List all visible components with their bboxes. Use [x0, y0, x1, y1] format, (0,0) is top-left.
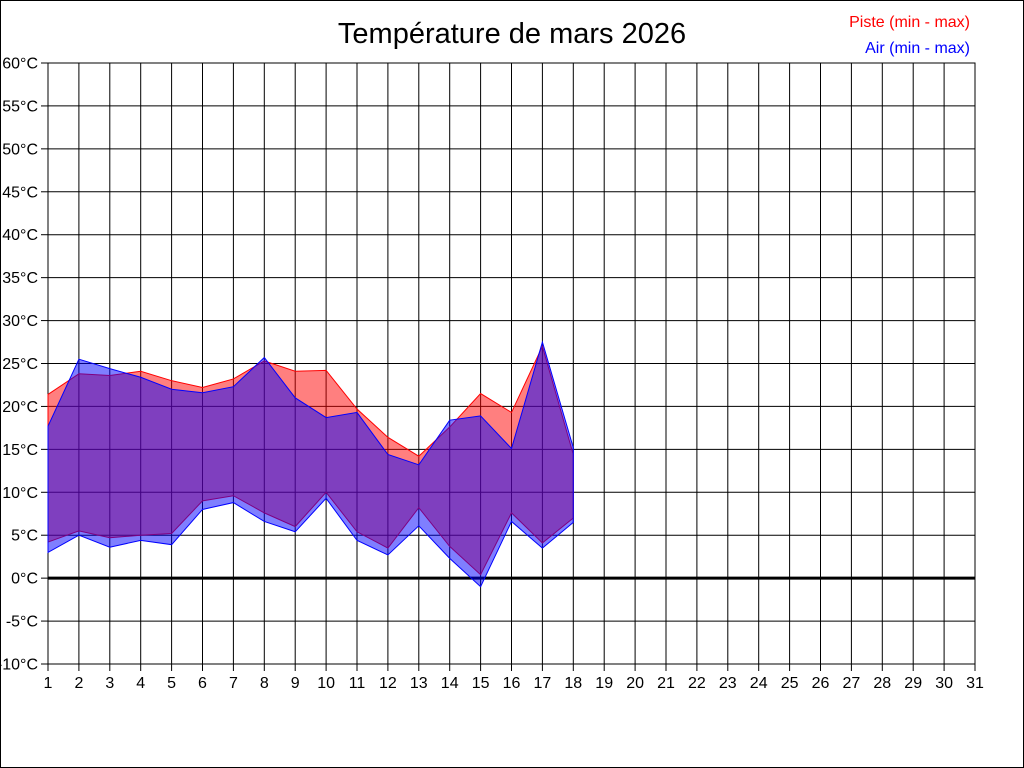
y-tick-label: 50°C	[2, 141, 38, 158]
y-tick-label: 40°C	[2, 227, 38, 244]
x-tick-label: 3	[105, 675, 114, 692]
x-tick-label: 28	[873, 675, 891, 692]
x-tick-label: 23	[719, 675, 737, 692]
x-tick-label: 14	[441, 675, 459, 692]
y-tick-label: 45°C	[2, 184, 38, 201]
x-tick-label: 31	[966, 675, 984, 692]
x-tick-label: 9	[291, 675, 300, 692]
y-tick-label: 20°C	[2, 399, 38, 416]
y-tick-label: 60°C	[2, 56, 38, 73]
x-tick-label: 27	[843, 675, 861, 692]
x-tick-label: 29	[904, 675, 922, 692]
x-tick-label: 24	[750, 675, 768, 692]
x-tick-label: 20	[626, 675, 644, 692]
plot-border	[47, 62, 976, 665]
x-tick-label: 15	[472, 675, 490, 692]
x-tick-label: 7	[229, 675, 238, 692]
air-minmax-band	[47, 340, 574, 588]
y-tick-label: 15°C	[2, 442, 38, 459]
x-tick-label: 18	[564, 675, 582, 692]
y-tick-label: 10°C	[2, 485, 38, 502]
chart-legend: Piste (min - max) Air (min - max)	[849, 10, 970, 62]
x-tick-label: 6	[198, 675, 207, 692]
x-tick-label: 13	[410, 675, 428, 692]
chart-title: Température de mars 2026	[337, 18, 687, 50]
y-tick-label: 55°C	[2, 98, 38, 115]
y-tick-label: 0°C	[11, 571, 38, 588]
x-tick-label: 30	[935, 675, 953, 692]
x-tick-label: 10	[317, 675, 335, 692]
x-tick-label: 16	[503, 675, 521, 692]
x-tick-label: 4	[136, 675, 145, 692]
legend-piste-label: Piste (min - max)	[849, 14, 970, 31]
y-tick-label: 30°C	[2, 313, 38, 330]
x-tick-label: 17	[534, 675, 552, 692]
x-tick-label: 22	[688, 675, 706, 692]
y-tick-label: -5°C	[6, 614, 38, 631]
x-tick-label: 12	[379, 675, 397, 692]
legend-air-label: Air (min - max)	[865, 40, 970, 57]
x-tick-label: 25	[781, 675, 799, 692]
x-tick-label: 8	[260, 675, 269, 692]
y-tick-label: 25°C	[2, 356, 38, 373]
y-tick-label: -10°C	[0, 657, 38, 674]
x-tick-label: 5	[167, 675, 176, 692]
y-tick-label: 35°C	[2, 270, 38, 287]
x-tick-label: 19	[595, 675, 613, 692]
x-tick-label: 21	[657, 675, 675, 692]
x-tick-label: 26	[812, 675, 830, 692]
x-tick-label: 11	[349, 675, 366, 692]
x-tick-label: 1	[44, 675, 53, 692]
y-tick-label: 5°C	[11, 528, 38, 545]
x-tick-label: 2	[74, 675, 83, 692]
